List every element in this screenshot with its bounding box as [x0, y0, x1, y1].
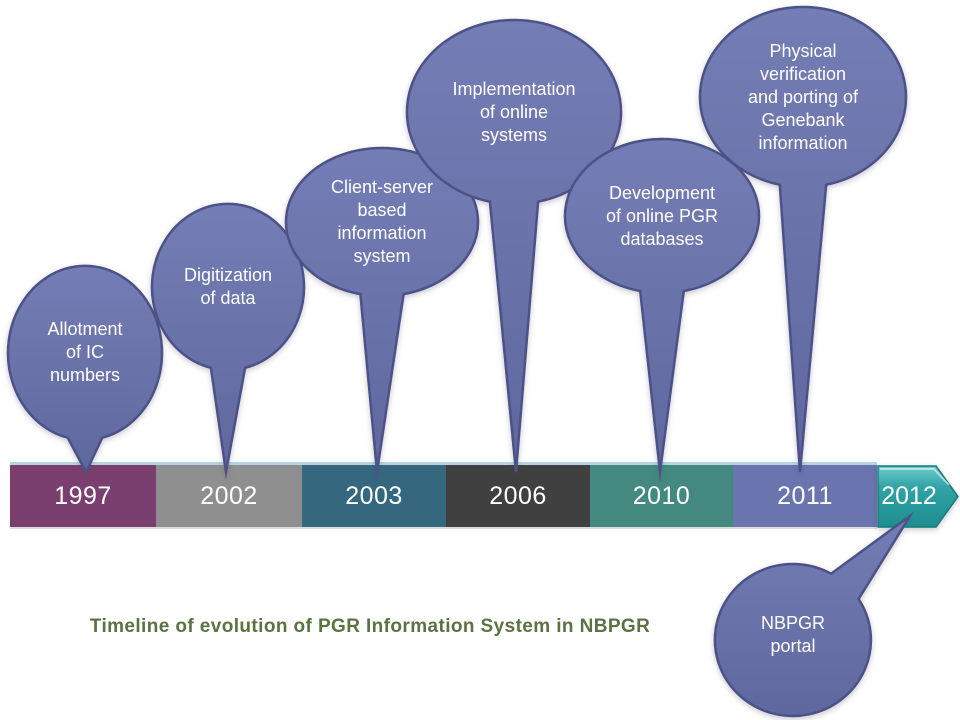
year-label-2010: 2010 [632, 481, 691, 510]
timeline-segment-2006: 2006 [446, 465, 590, 527]
timeline-segment-2003: 2003 [302, 465, 446, 527]
diagram-caption: Timeline of evolution of PGR Information… [89, 616, 651, 637]
balloon-2003-text: Client-server based information system [330, 177, 434, 266]
arrow-bevel-highlight [880, 468, 950, 486]
year-label-2003: 2003 [345, 481, 403, 510]
timeline-bar-shadow [10, 527, 877, 529]
year-label-2002: 2002 [200, 481, 258, 510]
balloon-2010-text: Development of online PGR databases [605, 183, 719, 249]
year-label-2012: 2012 [878, 468, 940, 524]
balloon-2002-text: Digitization of data [183, 265, 273, 308]
timeline-segment-2010: 2010 [590, 465, 733, 527]
timeline-segment-1997: 1997 [10, 465, 156, 527]
timeline-segment-2011: 2011 [733, 465, 877, 527]
balloon-2010 [563, 137, 761, 483]
balloon-2012-portal [713, 511, 915, 718]
balloon-1997-text: Allotment of IC numbers [47, 319, 123, 385]
timeline-segment-2002: 2002 [156, 465, 302, 527]
year-label-2006: 2006 [489, 481, 547, 510]
balloon-2002 [150, 202, 306, 480]
balloon-2011 [698, 5, 908, 473]
year-2012-text: 2012 [881, 481, 937, 510]
balloon-2003 [284, 146, 480, 483]
balloon-2012-portal-text: NBPGR portal [760, 613, 825, 656]
balloon-1997 [6, 264, 164, 475]
balloon-2006-text: Implementation of online systems [452, 79, 576, 145]
timeline-arrow-2012 [877, 465, 959, 528]
timeline-bar-highlight [10, 462, 877, 465]
balloon-2011-text: Physical verification and porting of Gen… [747, 41, 859, 153]
year-label-1997: 1997 [54, 481, 112, 510]
year-label-2011: 2011 [777, 481, 833, 510]
